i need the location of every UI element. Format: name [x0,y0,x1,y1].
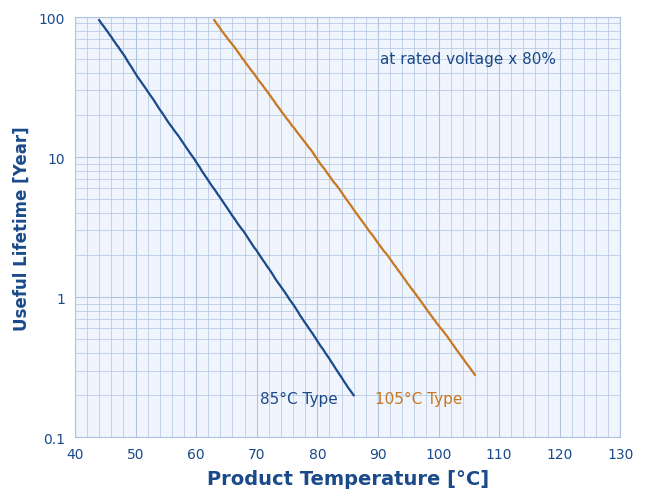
Text: 105°C Type: 105°C Type [375,391,462,406]
Text: at rated voltage x 80%: at rated voltage x 80% [380,52,556,67]
X-axis label: Product Temperature [°C]: Product Temperature [°C] [207,469,488,488]
Y-axis label: Useful Lifetime [Year]: Useful Lifetime [Year] [12,126,30,330]
Text: 85°C Type: 85°C Type [260,391,337,406]
